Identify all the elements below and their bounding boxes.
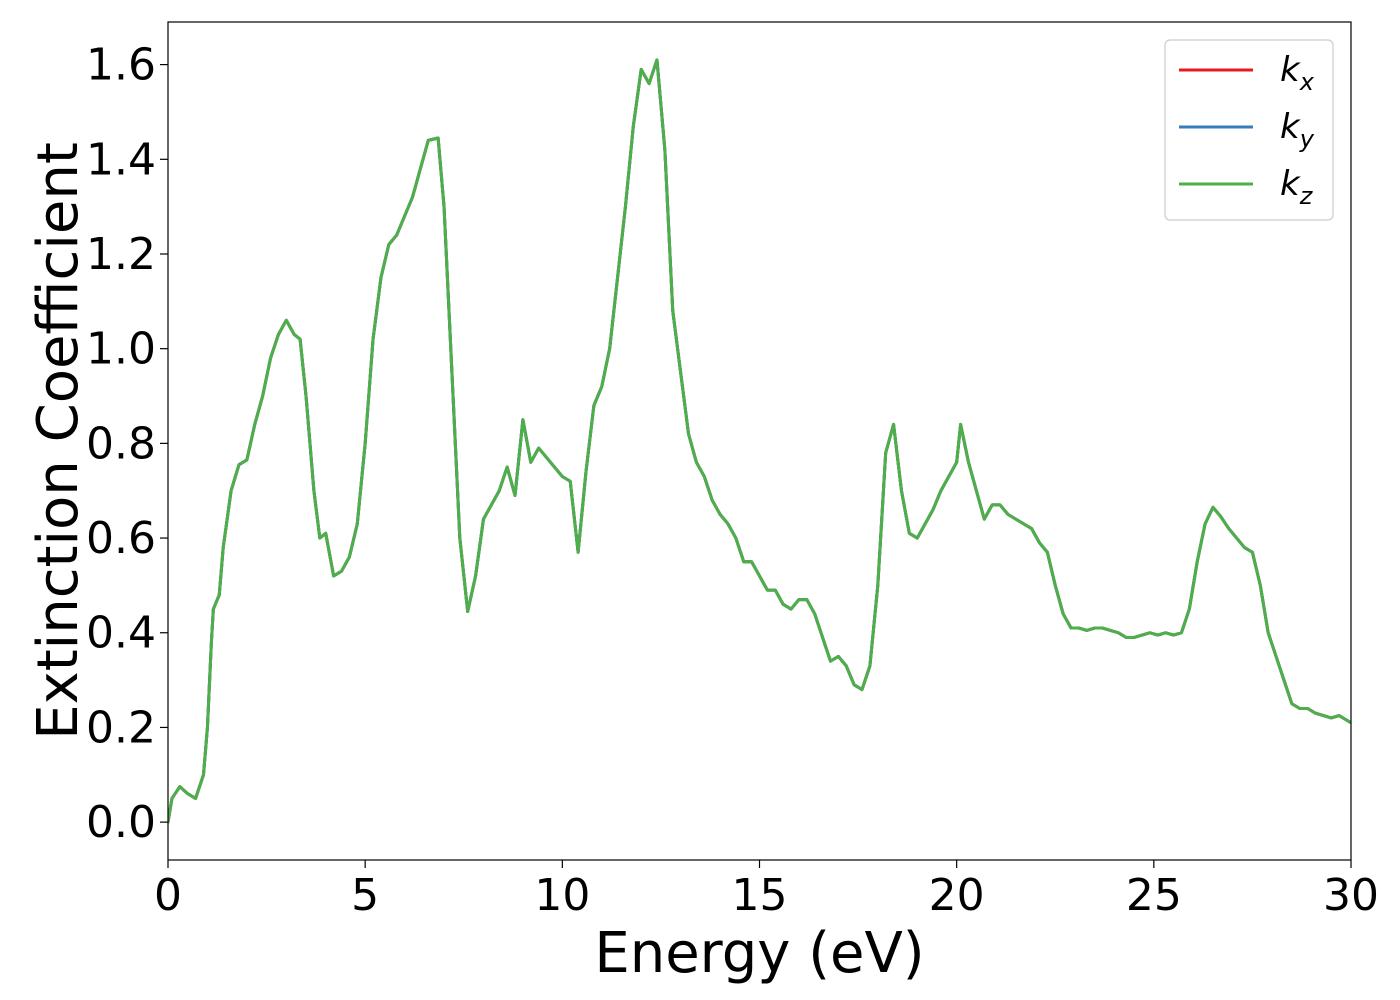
- y-tick-label: 0.2: [86, 702, 156, 753]
- x-tick-label: 5: [351, 870, 379, 921]
- x-tick-label: 15: [732, 870, 788, 921]
- legend-label: kz: [1280, 164, 1314, 210]
- y-axis-label: Extinction Coefficient: [26, 142, 91, 740]
- y-tick-label: 1.2: [86, 229, 156, 280]
- x-tick-label: 25: [1126, 870, 1182, 921]
- y-tick-label: 0.6: [86, 513, 156, 564]
- x-tick-label: 10: [534, 870, 590, 921]
- y-axis: 0.0 0.2 0.4 0.6 0.8 1.0 1.2 1.4 1.6: [86, 40, 168, 848]
- series-layer: [168, 58, 1351, 824]
- legend-label: kx: [1280, 50, 1315, 96]
- y-tick-label: 0.8: [86, 418, 156, 469]
- legend-box: [1164, 39, 1334, 221]
- y-tick-label: 0.0: [86, 797, 156, 848]
- x-tick-label: 30: [1323, 870, 1379, 921]
- legend-label: ky: [1280, 107, 1315, 153]
- x-axis-label: Energy (eV): [594, 921, 924, 986]
- x-axis: 0 5 10 15 20 25 30: [154, 860, 1379, 921]
- y-tick-label: 0.4: [86, 608, 156, 659]
- y-tick-label: 1.6: [86, 40, 156, 91]
- y-tick-label: 1.0: [86, 324, 156, 375]
- x-tick-label: 0: [154, 870, 182, 921]
- y-tick-label: 1.4: [86, 134, 156, 185]
- legend: kx ky kz: [1164, 39, 1334, 221]
- x-tick-label: 20: [929, 870, 985, 921]
- series-line-kz: [168, 58, 1351, 824]
